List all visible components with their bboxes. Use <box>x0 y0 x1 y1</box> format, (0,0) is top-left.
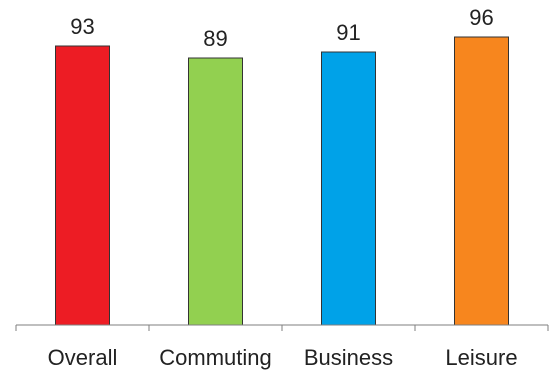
data-labels-layer: 93 89 91 96 <box>70 5 493 51</box>
category-label-business: Business <box>304 345 393 370</box>
bars-layer <box>55 36 509 326</box>
bar-commuting <box>188 57 243 326</box>
bar-business <box>321 51 376 326</box>
x-axis <box>15 324 549 331</box>
category-label-leisure: Leisure <box>445 345 517 370</box>
data-label-commuting: 89 <box>203 26 227 51</box>
category-label-commuting: Commuting <box>159 345 271 370</box>
data-label-overall: 93 <box>70 14 94 39</box>
data-label-leisure: 96 <box>469 5 493 30</box>
bar-leisure <box>454 36 509 326</box>
data-label-business: 91 <box>336 20 360 45</box>
bar-overall <box>55 45 110 326</box>
category-label-overall: Overall <box>48 345 118 370</box>
category-labels-layer: Overall Commuting Business Leisure <box>48 345 518 370</box>
